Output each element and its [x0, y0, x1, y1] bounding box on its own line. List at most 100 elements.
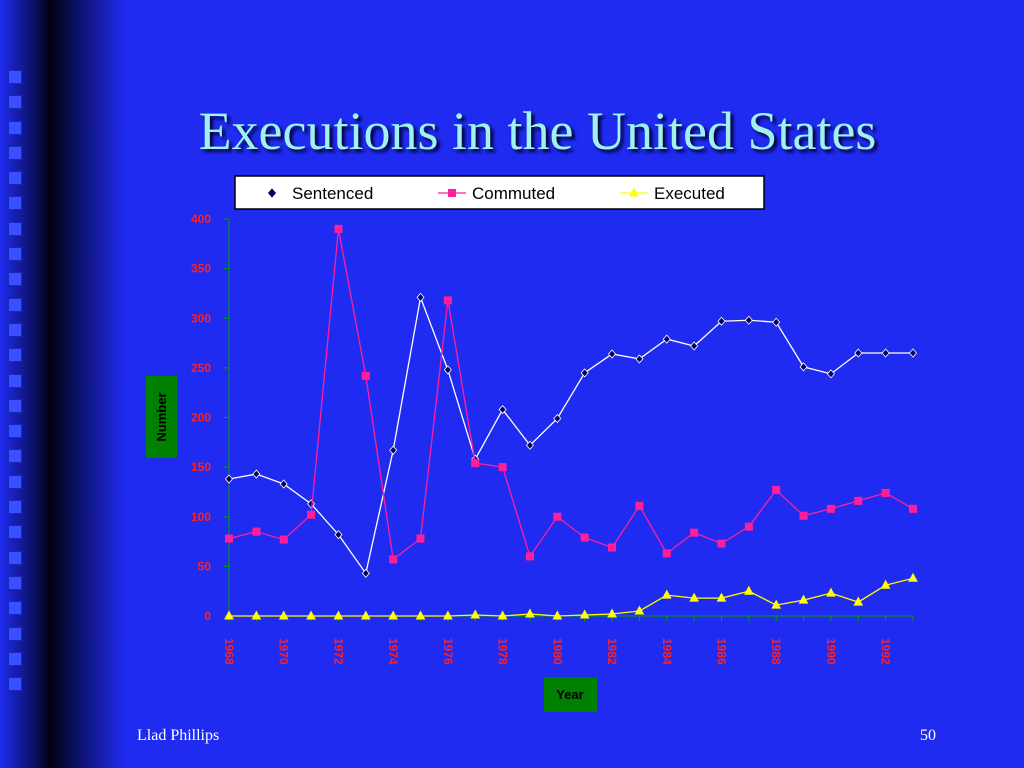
decorative-square	[8, 550, 22, 565]
series-sentenced-line	[228, 294, 913, 575]
decorative-square	[8, 601, 22, 616]
series-executed-point	[333, 610, 344, 620]
decorative-square	[8, 247, 22, 262]
series-sentenced-point	[252, 469, 261, 479]
y-tick-label: 200	[191, 411, 211, 425]
series-executed-point	[798, 594, 809, 604]
series-sentenced-point	[690, 341, 699, 351]
series-sentenced-point	[826, 369, 835, 379]
series-sentenced-point	[717, 316, 726, 326]
page-number: 50	[920, 727, 936, 744]
series-commuted-point	[799, 511, 808, 520]
decorative-square	[8, 272, 22, 287]
decorative-square	[8, 373, 22, 388]
y-tick-label: 300	[191, 311, 211, 325]
series-commuted-point	[580, 533, 589, 542]
y-axis-label-text: Number	[154, 392, 169, 441]
series-sentenced-point	[662, 334, 671, 344]
y-tick-label: 150	[191, 460, 211, 474]
series-commuted-point	[471, 459, 480, 468]
legend-item-executed: Executed	[620, 184, 725, 203]
series-sentenced-point	[881, 348, 890, 358]
series-sentenced-point	[525, 440, 534, 450]
decorative-square	[8, 525, 22, 540]
series-sentenced-point	[416, 292, 425, 303]
series-executed-point	[306, 610, 316, 620]
series-commuted-point	[772, 485, 781, 494]
decorative-square	[8, 500, 22, 515]
series-executed-point	[224, 610, 234, 620]
series-commuted-point	[553, 512, 562, 521]
series-sentenced-point	[580, 368, 589, 378]
decorative-square	[8, 626, 22, 641]
x-tick-label: 1976	[441, 638, 455, 665]
y-axis-label-box	[146, 376, 177, 458]
decorative-square	[8, 70, 22, 84]
footer-author: Llad Phillips	[137, 727, 220, 744]
series-sentenced-point	[361, 568, 370, 578]
series-executed-point	[360, 610, 371, 620]
series-executed-point	[579, 609, 590, 619]
series-commuted-point	[717, 539, 726, 548]
x-tick-label: 1978	[496, 638, 510, 665]
series-executed	[224, 572, 918, 620]
decorative-square	[8, 196, 22, 211]
x-axis-label-text: Year	[556, 687, 583, 702]
decorative-square	[8, 474, 22, 489]
series-commuted-point	[608, 543, 617, 552]
decorative-square	[8, 575, 22, 590]
decorative-square	[8, 449, 22, 464]
x-tick-label: 1974	[386, 638, 400, 665]
x-tick-label: 1980	[550, 638, 564, 665]
series-commuted-point	[443, 296, 452, 305]
series-executed-line	[229, 577, 914, 617]
side-gradient-bar	[0, 0, 125, 768]
chart-series	[224, 224, 918, 620]
y-tick-label: 0	[204, 609, 211, 623]
series-executed-point	[853, 596, 864, 606]
series-commuted-point	[881, 488, 890, 497]
decorative-square	[8, 424, 22, 439]
series-sentenced-point	[799, 362, 808, 372]
series-sentenced	[224, 292, 918, 578]
legend-marker-commuted	[448, 189, 456, 197]
series-executed-point	[771, 599, 782, 609]
series-commuted-point	[854, 496, 863, 505]
series-sentenced-point	[553, 413, 562, 424]
decorative-square	[8, 95, 22, 110]
chart-legend: Sentenced Commuted Executed	[234, 175, 765, 210]
series-commuted-point	[252, 527, 261, 536]
series-executed-point	[716, 592, 727, 602]
y-tick-label: 400	[191, 212, 211, 226]
series-commuted-point	[744, 522, 753, 531]
series-commuted-point	[662, 549, 671, 558]
series-sentenced-point	[635, 354, 644, 364]
legend-label-sentenced: Sentenced	[292, 184, 373, 203]
series-commuted-point	[361, 371, 370, 380]
series-sentenced-point	[854, 348, 863, 358]
x-tick-label: 1970	[277, 638, 291, 665]
decorative-squares	[8, 70, 28, 702]
legend-label-commuted: Commuted	[472, 184, 555, 203]
series-sentenced-point	[334, 530, 343, 540]
legend-marker-executed	[629, 187, 639, 197]
series-executed-point	[470, 609, 481, 619]
series-executed-point	[689, 592, 699, 602]
series-executed-point	[661, 589, 672, 599]
series-commuted-point	[826, 504, 835, 513]
decorative-square	[8, 398, 22, 413]
legend-item-commuted: Commuted	[438, 184, 555, 203]
series-commuted-point	[690, 528, 699, 537]
x-tick-label: 1992	[879, 638, 893, 665]
decorative-square	[8, 145, 22, 160]
y-tick-label: 350	[191, 262, 211, 276]
legend-item-sentenced: Sentenced	[267, 184, 373, 203]
series-executed-point	[251, 610, 262, 620]
x-tick-label: 1972	[331, 638, 345, 665]
series-executed-point	[278, 610, 289, 620]
series-executed-point	[443, 610, 453, 620]
series-executed-point	[607, 608, 617, 618]
series-sentenced-point	[443, 365, 452, 375]
decorative-square	[8, 651, 22, 666]
